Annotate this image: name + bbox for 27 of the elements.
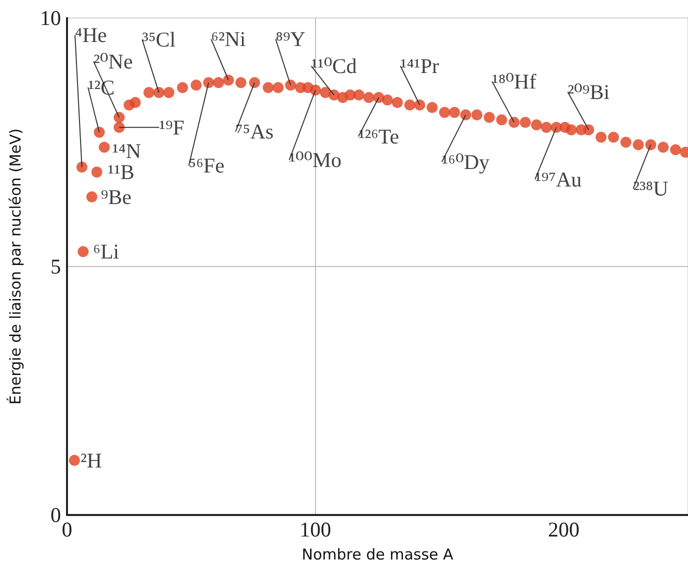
- annotation: ²⁰⁹Bi: [568, 80, 610, 104]
- annotation: ¹⁰⁰Mo: [289, 148, 342, 172]
- annotation: ⁹Be: [100, 184, 132, 209]
- y-tick-label: 10: [40, 6, 61, 30]
- annotation: ⁷⁵As: [236, 120, 274, 144]
- annotation: ²⁰Ne: [94, 49, 133, 74]
- y-tick-label: 0: [50, 503, 61, 527]
- y-axis-title: Énergie de liaison par nucléon (MeV): [6, 128, 24, 405]
- annotation: ¹⁴¹Pr: [400, 54, 440, 78]
- annotation: ⁸⁹Y: [276, 27, 306, 52]
- annotation: ³⁵Cl: [142, 28, 176, 52]
- annotation: ¹⁹F: [159, 115, 184, 140]
- annotation: ²H: [80, 448, 102, 472]
- annotation: ¹⁸⁰Hf: [492, 69, 536, 94]
- y-tick-label: 5: [50, 254, 61, 278]
- annotation: ⁵⁶Fe: [188, 154, 224, 178]
- annotation: ¹¹⁰Cd: [311, 54, 358, 78]
- annotation: ⁴He: [75, 23, 107, 48]
- x-tick-label: 100: [300, 518, 332, 542]
- annotation: ⁶²Ni: [211, 27, 246, 52]
- annotation: ¹²⁶Te: [358, 124, 400, 149]
- annotation: ⁶Li: [93, 240, 120, 264]
- annotation: ¹⁶⁰Dy: [442, 150, 490, 174]
- x-tick-label: 200: [548, 518, 580, 542]
- annotation: ²³⁸U: [633, 176, 668, 201]
- annotation: ¹⁹⁷Au: [535, 167, 582, 192]
- x-axis-title: Nombre de masse A: [302, 546, 454, 564]
